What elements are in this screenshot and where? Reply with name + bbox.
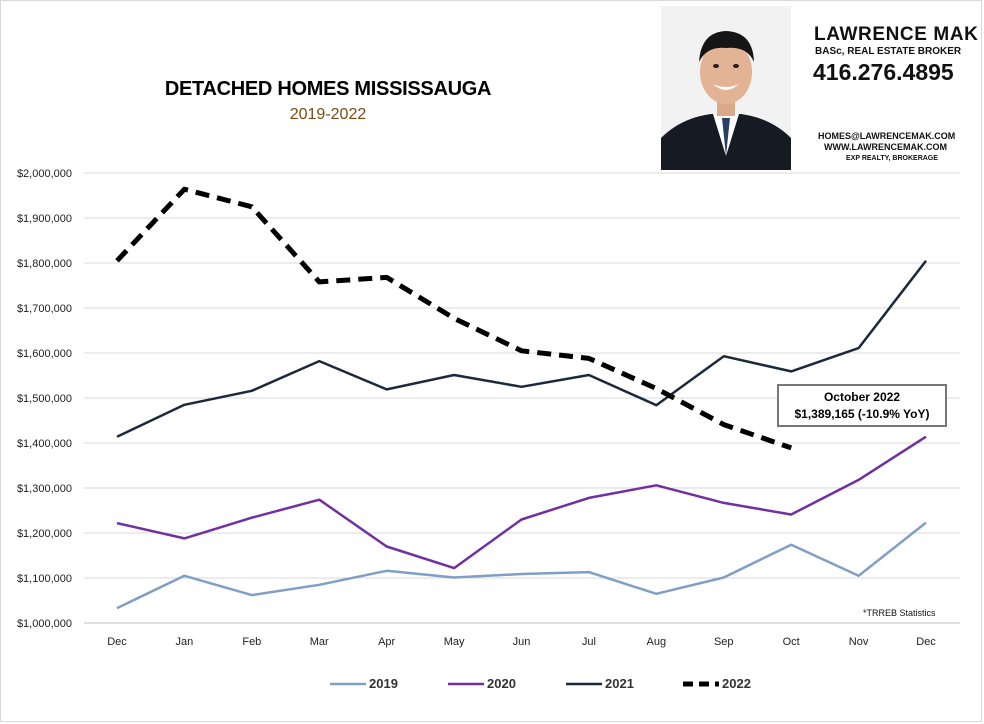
legend-label: 2022 (722, 676, 751, 691)
y-tick-label: $1,300,000 (17, 483, 72, 495)
x-tick-label: Nov (849, 636, 869, 648)
x-tick-label: Oct (783, 636, 800, 648)
legend-swatch (448, 682, 484, 686)
legend-swatch (683, 681, 719, 687)
x-tick-label: Jan (176, 636, 194, 648)
x-tick-label: Feb (242, 636, 261, 648)
x-tick-label: Jun (513, 636, 531, 648)
chart-legend: 2019 2020 2021 2022 (0, 675, 984, 693)
october-2022-callout: October 2022 $1,389,165 (-10.9% YoY) (777, 384, 947, 427)
legend-swatch (566, 682, 602, 686)
x-tick-label: Jul (582, 636, 596, 648)
y-tick-label: $1,600,000 (17, 348, 72, 360)
x-tick-label: Dec (107, 636, 127, 648)
x-axis-labels: Dec Jan Feb Mar Apr May Jun Jul Aug Sep Oct Nov Dec (107, 636, 936, 648)
x-tick-label: May (444, 636, 465, 648)
series-line-2021 (116, 260, 927, 438)
x-tick-label: Mar (310, 636, 329, 648)
agent-email: HOMES@LAWRENCEMAK.COM (818, 131, 956, 141)
agent-photo (661, 6, 791, 170)
legend-label: 2020 (487, 676, 516, 691)
series-line-2020 (116, 435, 927, 570)
chart-title: DETACHED HOMES MISSISSAUGA (164, 78, 492, 100)
y-tick-label: $2,000,000 (17, 168, 72, 180)
gridlines (84, 172, 960, 624)
legend-label: 2019 (369, 676, 398, 691)
source-footnote: *TRREB Statistics (863, 608, 936, 618)
y-tick-label: $1,900,000 (17, 213, 72, 225)
x-tick-label: Dec (916, 636, 936, 648)
y-tick-label: $1,400,000 (17, 438, 72, 450)
callout-line1: October 2022 (823, 390, 901, 404)
y-tick-label: $1,000,000 (17, 618, 72, 630)
agent-title: BASc, REAL ESTATE BROKER (815, 46, 962, 57)
legend-item-2020: 2020 (448, 675, 538, 693)
callout-line2: $1,389,165 (-10.9% YoY) (794, 407, 930, 421)
agent-website: WWW.LAWRENCEMAK.COM (824, 142, 947, 152)
y-tick-label: $1,100,000 (17, 573, 72, 585)
y-tick-label: $1,700,000 (17, 303, 72, 315)
series-line-2022 (115, 186, 793, 451)
x-tick-label: Aug (647, 636, 667, 648)
y-axis-labels: $1,000,000 $1,100,000 $1,200,000 $1,300,000… (17, 168, 72, 630)
legend-item-2022: 2022 (683, 675, 773, 693)
legend-item-2021: 2021 (566, 675, 656, 693)
agent-phone: 416.276.4895 (813, 59, 954, 85)
x-tick-label: Apr (378, 636, 395, 648)
y-tick-label: $1,500,000 (17, 393, 72, 405)
series-line-2019 (116, 521, 927, 610)
series-lines (115, 186, 927, 610)
agent-photo-illustration (661, 6, 791, 170)
chart-subtitle: 2019-2022 (289, 106, 367, 123)
legend-swatch (330, 682, 366, 686)
agent-name: LAWRENCE MAK (814, 24, 979, 45)
legend-item-2019: 2019 (330, 675, 420, 693)
y-tick-label: $1,800,000 (17, 258, 72, 270)
agent-brokerage: EXP REALTY, BROKERAGE (846, 155, 938, 162)
x-tick-label: Sep (714, 636, 734, 648)
y-tick-label: $1,200,000 (17, 528, 72, 540)
legend-label: 2021 (605, 676, 634, 691)
